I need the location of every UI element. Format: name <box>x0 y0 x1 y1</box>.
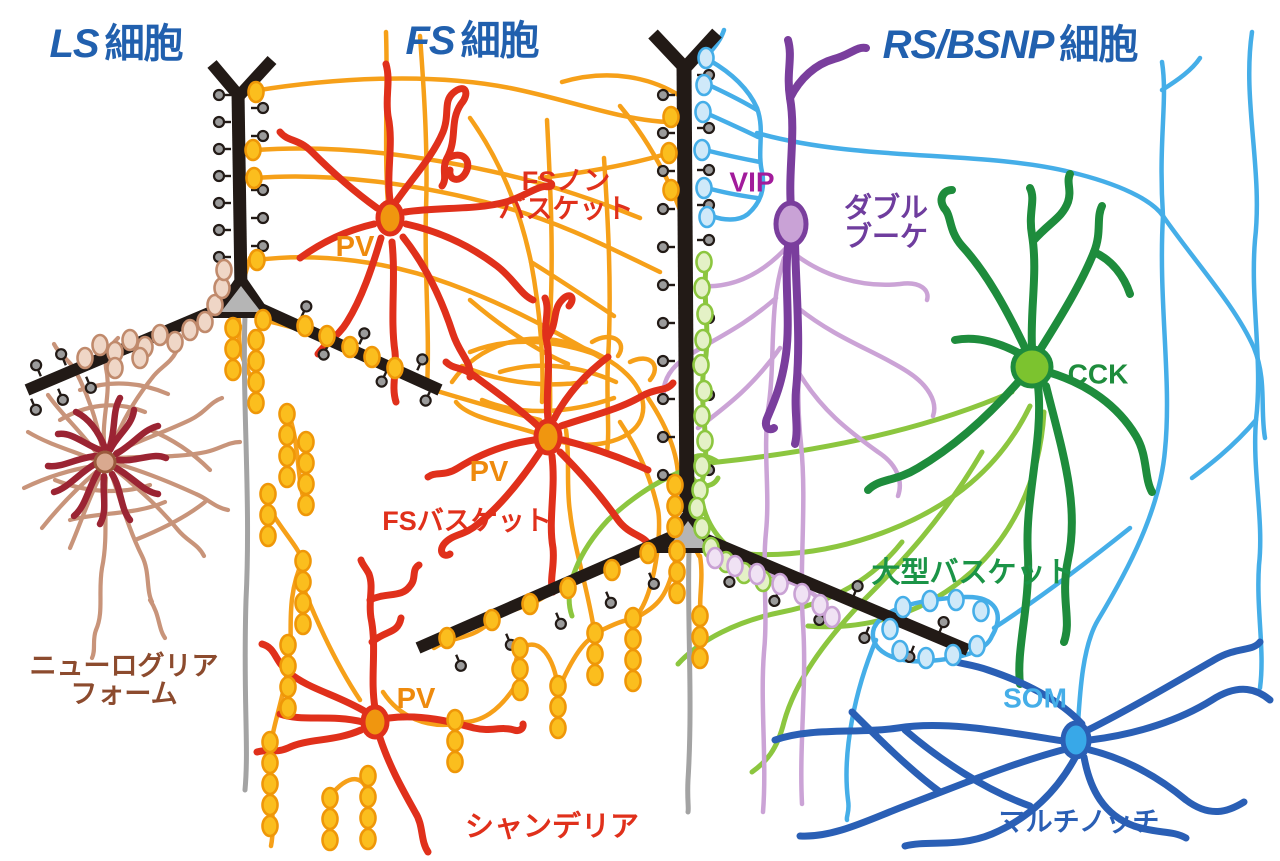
chandelier-soma <box>360 704 390 740</box>
label-large-basket: 大型バスケット <box>871 556 1075 589</box>
pv-cell-somata <box>360 199 563 740</box>
heading-rs-bsnp-suffix: 細胞 <box>1059 23 1138 68</box>
label-fs-nonbasket: FSノン バスケット <box>498 165 634 224</box>
vip-and-som-lightblue-axons <box>702 27 1268 823</box>
large-basket-green-dendrites <box>864 170 1156 688</box>
neurogliaform-soma <box>93 450 117 474</box>
label-martinotti: マルチノッチ <box>998 806 1160 837</box>
pyramidal-cell-2 <box>415 28 971 656</box>
fs-basket-soma <box>533 418 563 456</box>
fs-basket-red-dendrites <box>424 292 677 596</box>
heading-fs-cells: FS 細胞 <box>405 19 540 64</box>
martinotti-soma <box>1060 720 1092 760</box>
heading-ls-cells: LS 細胞 <box>49 22 184 67</box>
heading-fs-suffix: 細胞 <box>460 19 540 64</box>
neurogliaform-tan-dendrites <box>21 335 243 661</box>
marker-cck: CCK <box>1067 358 1129 390</box>
heading-fs-latin: FS <box>405 19 455 64</box>
fs-nonbasket-soma <box>375 199 405 237</box>
double-bouquet-dendrites <box>761 36 870 448</box>
heading-rs-bsnp-latin: RS/BSNP <box>882 23 1055 68</box>
heading-ls-suffix: 細胞 <box>104 22 184 67</box>
marker-som: SOM <box>1003 682 1067 714</box>
neurogliaform-maroon-axon <box>44 394 170 528</box>
label-chandelier: シャンデリア <box>464 810 640 843</box>
label-neurogliaform: ニューログリア フォーム <box>29 650 219 709</box>
large-basket-lightgreen-axon <box>566 253 1047 775</box>
large-basket-soma <box>1010 345 1054 389</box>
label-fs-basket: FSバスケット <box>382 505 552 536</box>
martinotti-blue-dendrites <box>771 638 1274 850</box>
marker-pv-basket: PV <box>469 455 509 488</box>
marker-pv-nonbasket: PV <box>335 230 375 263</box>
label-double-bouquet: ダブル ブーケ <box>843 191 929 252</box>
heading-ls-latin: LS <box>49 22 99 67</box>
double-bouquet-soma <box>773 200 809 248</box>
marker-vip: VIP <box>729 166 775 198</box>
marker-pv-chandelier: PV <box>396 682 436 715</box>
heading-rs-bsnp-cells: RS/BSNP 細胞 <box>882 23 1139 68</box>
